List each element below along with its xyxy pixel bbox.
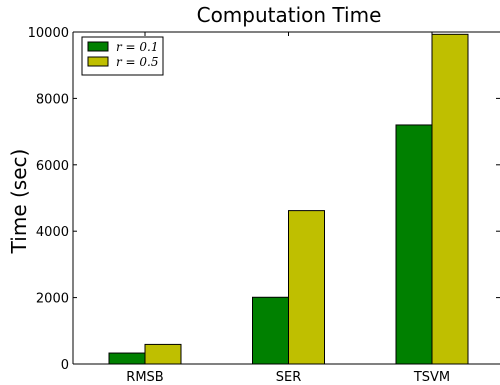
- y-tick-label-2000: 2000: [36, 292, 69, 307]
- y-tick-label-8000: 8000: [36, 92, 69, 107]
- legend: r = 0.1r = 0.5: [81, 36, 164, 76]
- x-tick-label-tsvm: TSVM: [413, 370, 450, 385]
- x-tick-label-ser: SER: [276, 370, 302, 385]
- y-axis-label: Time (sec): [7, 149, 31, 255]
- legend-label-2: r = 0.5: [116, 55, 159, 69]
- bar-ser-series-1: [252, 296, 289, 365]
- bar-tsvm-series-2: [431, 33, 469, 365]
- legend-swatch-2: [87, 56, 109, 67]
- bar-rmsb-series-2: [144, 343, 182, 365]
- y-tick-label-0: 0: [61, 358, 69, 373]
- x-tick-label-rmsb: RMSB: [126, 370, 163, 385]
- bar-tsvm-series-1: [395, 124, 433, 365]
- legend-label-1: r = 0.1: [116, 40, 159, 54]
- chart-title: Computation Time: [197, 3, 382, 27]
- bar-ser-series-2: [288, 210, 325, 365]
- y-tick-label-10000: 10000: [28, 26, 69, 41]
- legend-swatch-1: [87, 41, 109, 52]
- y-tick-label-6000: 6000: [36, 159, 69, 174]
- y-tick-label-4000: 4000: [36, 225, 69, 240]
- bar-rmsb-series-1: [108, 352, 146, 365]
- axes: 0 2000 4000 6000 8000 10000 RMSB SER TSVM: [28, 26, 500, 385]
- plot-area: [108, 33, 469, 365]
